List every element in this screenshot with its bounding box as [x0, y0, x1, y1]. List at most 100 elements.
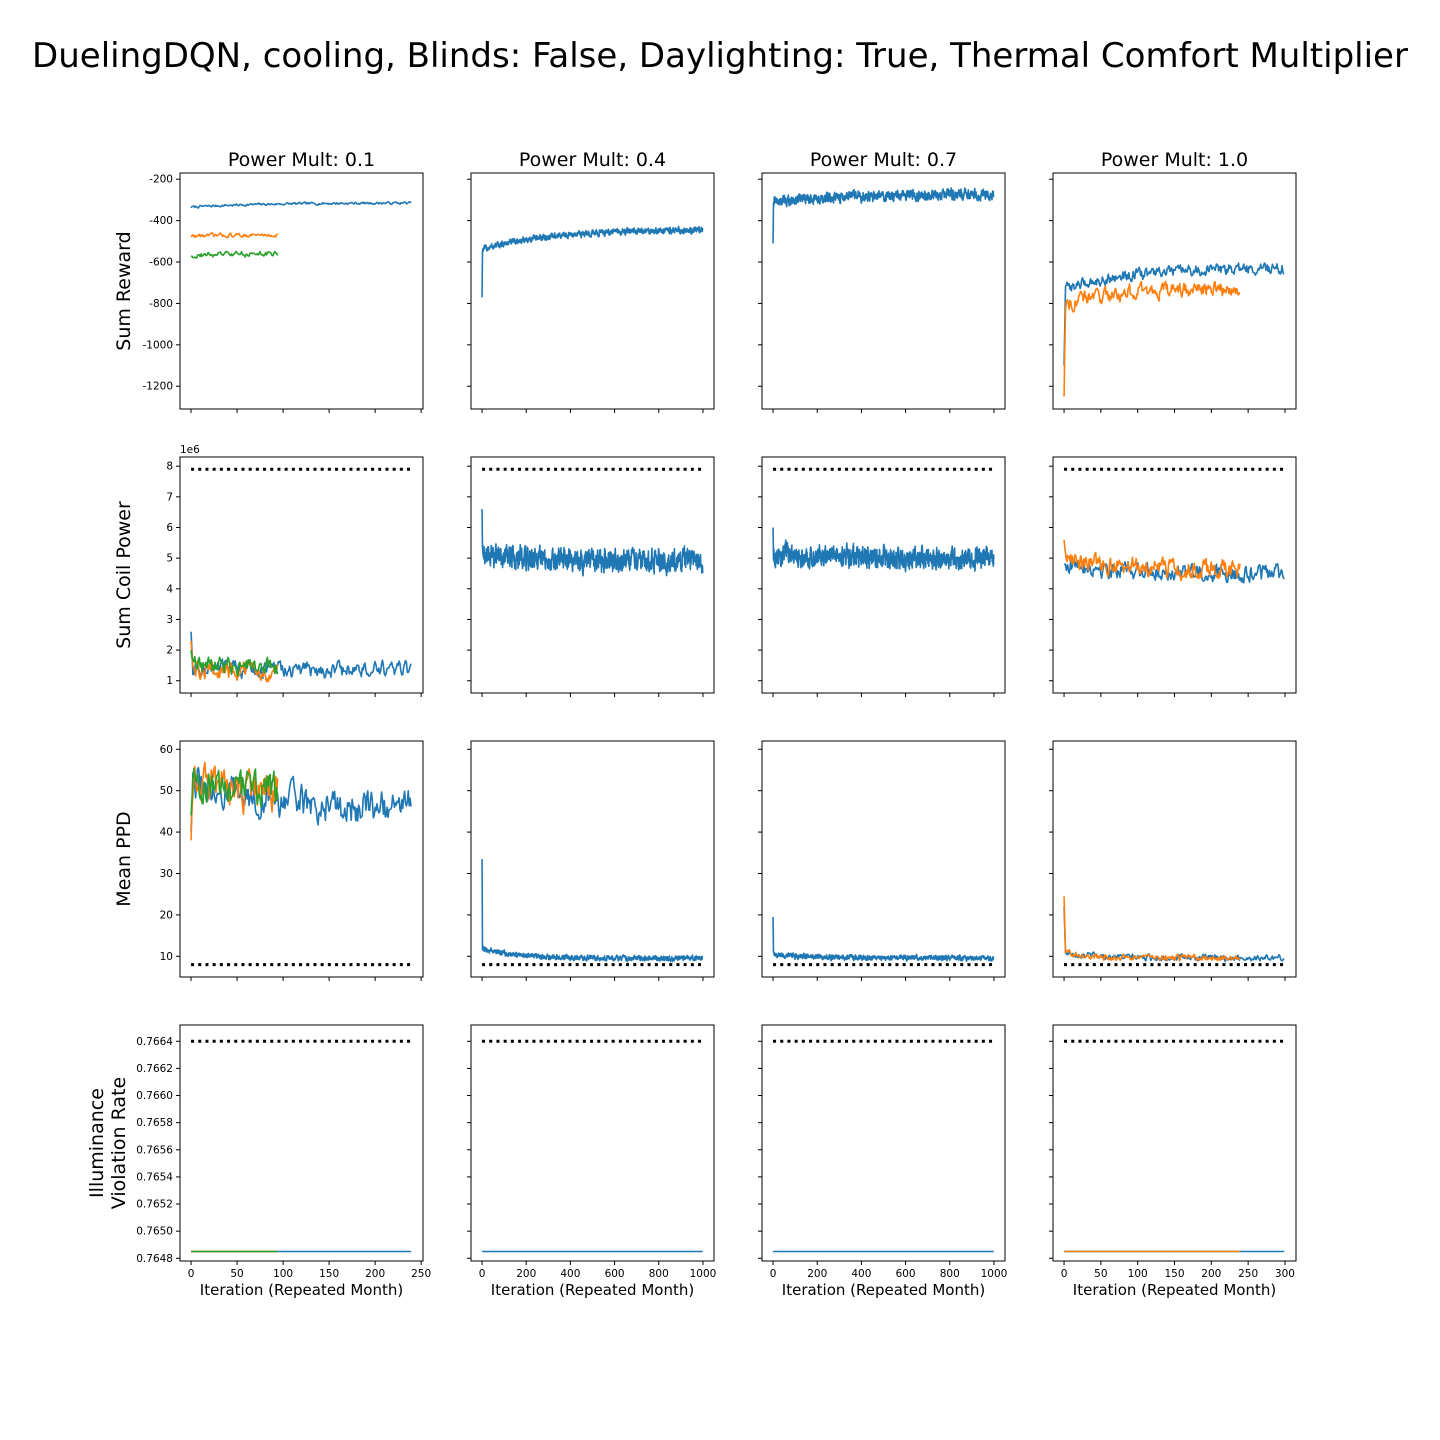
- y-axis-label: Mean PPD: [113, 811, 135, 906]
- subplot-title: Power Mult: 0.1: [228, 149, 375, 171]
- plot-area: [1063, 467, 1286, 584]
- panel-r0c0: -200 -400 -600 -800 -1000 -1200 Power Mult: 0.…: [113, 149, 424, 413]
- x-tick-label: 200: [516, 1268, 536, 1280]
- x-tick-label: 800: [940, 1268, 960, 1280]
- plot-area: [191, 1039, 413, 1253]
- x-tick-label: 600: [896, 1268, 916, 1280]
- series-line-0: [190, 200, 412, 209]
- x-tick-label: 200: [1201, 1268, 1221, 1280]
- x-axis-label: Iteration (Repeated Month): [1073, 1281, 1276, 1299]
- y-tick-label: 60: [160, 744, 173, 756]
- series-line-0: [481, 225, 704, 298]
- y-tick-label: 0.7652: [136, 1199, 173, 1211]
- series-line-1: [1063, 539, 1241, 582]
- plot-area: [772, 916, 995, 967]
- series-line-2: [190, 250, 279, 259]
- y-axis-label: IlluminanceViolation Rate: [86, 1077, 130, 1209]
- x-tick-label: 0: [188, 1268, 195, 1280]
- axes-frame: [179, 740, 424, 978]
- x-axis-label: Iteration (Repeated Month): [200, 1281, 403, 1299]
- x-tick-label: 0: [1061, 1268, 1068, 1280]
- panel-r2c2: [758, 740, 1006, 981]
- y-tick-label: 6: [166, 522, 173, 534]
- y-tick-label: -600: [149, 257, 173, 269]
- plot-area: [190, 467, 413, 683]
- x-tick-label: 200: [365, 1268, 385, 1280]
- plot-area: [1063, 896, 1286, 967]
- y-tick-label: 0.7650: [136, 1226, 173, 1238]
- x-tick-label: 100: [273, 1268, 293, 1280]
- x-tick-label: 50: [1094, 1268, 1107, 1280]
- plot-area: [1063, 1039, 1286, 1253]
- subplot-title: Power Mult: 0.4: [519, 149, 666, 171]
- y-tick-label: 40: [160, 827, 173, 839]
- y-tick-label: -1000: [142, 339, 173, 351]
- axes-frame: [1052, 740, 1297, 978]
- y-tick-label: 20: [160, 909, 173, 921]
- series-line-1: [1063, 896, 1241, 962]
- y-tick-label: 10: [160, 951, 173, 963]
- x-tick-label: 150: [319, 1268, 339, 1280]
- panel-r0c3: Power Mult: 1.0: [1049, 149, 1297, 413]
- y-tick-label: 0.7658: [136, 1117, 173, 1129]
- series-line-0: [772, 187, 995, 244]
- series-line-0: [481, 858, 704, 963]
- series-line-2: [190, 767, 279, 816]
- series-line-0: [481, 509, 704, 577]
- plot-area: [190, 761, 413, 967]
- plot-area: [481, 467, 704, 577]
- y-tick-label: 1: [166, 675, 173, 687]
- plot-area: [481, 225, 704, 298]
- panel-r0c1: Power Mult: 0.4: [467, 149, 715, 413]
- panel-r1c2: [758, 456, 1006, 697]
- plot-area: [190, 200, 412, 259]
- panel-r2c1: [467, 740, 715, 981]
- y-tick-label: 0.7654: [136, 1171, 173, 1183]
- plot-area: [1063, 262, 1285, 397]
- y-tick-label: 8: [166, 461, 173, 473]
- y-tick-label: 2: [166, 645, 173, 657]
- y-tick-label: 0.7648: [136, 1253, 173, 1265]
- plot-area: [772, 187, 995, 244]
- y-tick-label: 3: [166, 614, 173, 626]
- axes-frame: [470, 172, 715, 410]
- x-tick-label: 1000: [690, 1268, 717, 1280]
- panel-r0c2: Power Mult: 0.7: [758, 149, 1006, 413]
- y-tick-label: -200: [149, 174, 173, 186]
- axes-frame: [470, 456, 715, 694]
- x-tick-label: 1000: [981, 1268, 1008, 1280]
- axes-frame: [761, 172, 1006, 410]
- y-axis-label: Sum Coil Power: [113, 501, 135, 649]
- y-tick-label: 5: [166, 553, 173, 565]
- axes-frame: [179, 456, 424, 694]
- axes-frame: [761, 456, 1006, 694]
- series-line-1: [190, 640, 279, 683]
- plot-area: [772, 1039, 995, 1253]
- series-line-1: [190, 761, 279, 841]
- plot-area: [481, 1039, 704, 1253]
- x-tick-label: 0: [770, 1268, 777, 1280]
- subplot-title: Power Mult: 0.7: [810, 149, 957, 171]
- y-tick-label: 0.7662: [136, 1063, 173, 1075]
- x-tick-label: 50: [230, 1268, 243, 1280]
- plot-area: [772, 467, 995, 573]
- panel-r1c0: 1 2 3 4 5 6 7 8 1e6 Sum Coil Power: [113, 444, 424, 697]
- panel-r1c3: [1049, 456, 1297, 697]
- y-tick-label: 0.7660: [136, 1090, 173, 1102]
- series-line-1: [1063, 280, 1241, 397]
- x-tick-label: 400: [851, 1268, 871, 1280]
- series-line-0: [1063, 559, 1285, 584]
- x-tick-label: 400: [560, 1268, 580, 1280]
- y-tick-label: 30: [160, 868, 173, 880]
- x-tick-label: 250: [1238, 1268, 1258, 1280]
- x-tick-label: 300: [1275, 1268, 1295, 1280]
- x-tick-label: 250: [411, 1268, 431, 1280]
- y-axis-label: Sum Reward: [113, 231, 135, 350]
- x-tick-label: 800: [649, 1268, 669, 1280]
- y-tick-label: 4: [166, 583, 173, 595]
- x-tick-label: 600: [605, 1268, 625, 1280]
- x-axis-label: Iteration (Repeated Month): [491, 1281, 694, 1299]
